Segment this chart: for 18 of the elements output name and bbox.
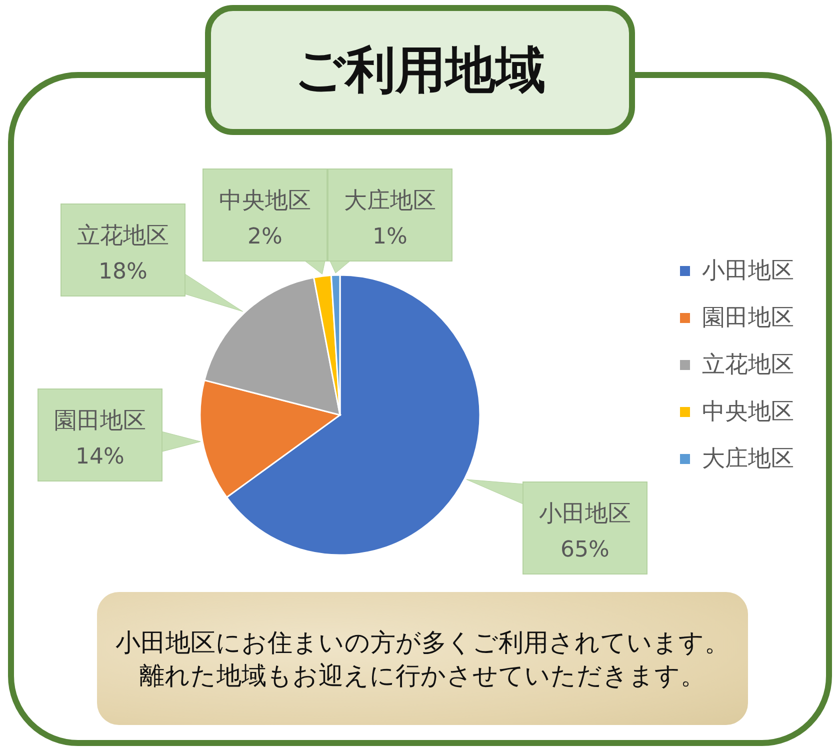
legend-label: 立花地区 bbox=[702, 352, 794, 378]
legend-label: 中央地区 bbox=[702, 398, 794, 426]
slice-label: 立花地区 bbox=[77, 223, 169, 249]
data-label: 18% bbox=[98, 260, 148, 284]
data-label: 2% bbox=[248, 224, 282, 250]
data-label: 14% bbox=[76, 444, 124, 470]
text: 離れた地域もお迎えに行かさせていただきます。 bbox=[140, 660, 706, 692]
slice-label: 中央地区 bbox=[219, 188, 311, 214]
slice-label: 小田地区 bbox=[539, 501, 631, 527]
data-label: 65% bbox=[560, 538, 610, 562]
legend-label: 小田地区 bbox=[702, 258, 794, 284]
slice-label: 園田地区 bbox=[54, 408, 146, 434]
chart-title: ご利用地域 bbox=[294, 40, 546, 100]
text: 小田地区にお住まいの方が多くご利用されています。 bbox=[116, 626, 730, 658]
legend-label: 大庄地区 bbox=[702, 446, 794, 472]
data-label: 1% bbox=[372, 224, 408, 250]
slice-label: 大庄地区 bbox=[344, 188, 436, 214]
legend-label: 園田地区 bbox=[702, 304, 794, 332]
